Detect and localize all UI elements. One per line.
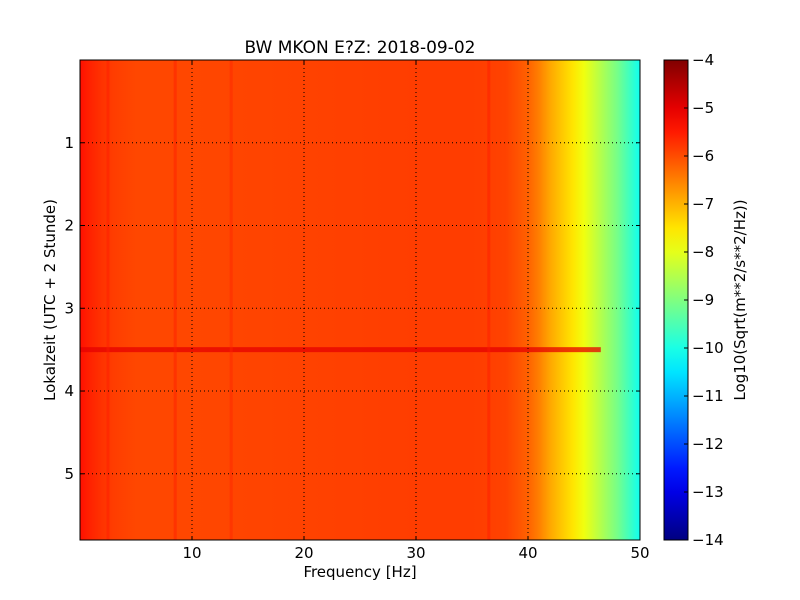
plot-frame	[79, 59, 641, 541]
x-tick-label: 30	[406, 544, 425, 562]
spectrogram-base	[80, 60, 640, 540]
colorbar	[663, 59, 689, 541]
colorbar-tick-label: −13	[692, 483, 724, 501]
heatmap-vertical-line	[229, 60, 233, 540]
colorbar-tick-label: −14	[692, 531, 724, 549]
colorbar-tick-label: −6	[692, 147, 714, 165]
colorbar-tick-label: −7	[692, 195, 714, 213]
colorbar-ticks: −4 −5 −6 −7 −8 −9 −10 −11 −12 −13 −14	[684, 51, 724, 549]
x-tick-label: 50	[630, 544, 649, 562]
colorbar-tick-label: −12	[692, 435, 724, 453]
colorbar-tick-label: −8	[692, 243, 714, 261]
x-tick-label: 40	[518, 544, 537, 562]
colorbar-label: Log10(Sqrt(m**2/s**2/Hz))	[731, 199, 749, 400]
colorbar-tick-label: −10	[692, 339, 724, 357]
colorbar-tick-label: −11	[692, 387, 724, 405]
chart-title: BW MKON E?Z: 2018-09-02	[245, 38, 476, 58]
colorbar-tick-label: −5	[692, 99, 714, 117]
spectrogram-plot-area	[80, 60, 640, 540]
x-tick-label: 10	[182, 544, 201, 562]
heatmap-vertical-line	[173, 60, 177, 540]
x-axis-ticks: 10 20 30 40 50	[182, 60, 650, 562]
y-tick-label: 2	[64, 217, 74, 235]
x-tick-label: 20	[294, 544, 313, 562]
y-axis-ticks: 1 2 3 4 5	[64, 134, 640, 483]
heatmap-vertical-line	[487, 60, 491, 540]
heatmap-horizontal-band	[80, 347, 601, 353]
x-axis-label: Frequency [Hz]	[303, 563, 416, 581]
y-axis-label: Lokalzeit (UTC + 2 Stunde)	[41, 199, 59, 401]
heatmap-vertical-line	[106, 60, 110, 540]
y-tick-label: 4	[64, 382, 74, 400]
colorbar-tick-label: −9	[692, 291, 714, 309]
colorbar-tick-label: −4	[692, 51, 714, 69]
y-tick-label: 5	[64, 465, 74, 483]
y-tick-label: 1	[64, 134, 74, 152]
y-tick-label: 3	[64, 299, 74, 317]
